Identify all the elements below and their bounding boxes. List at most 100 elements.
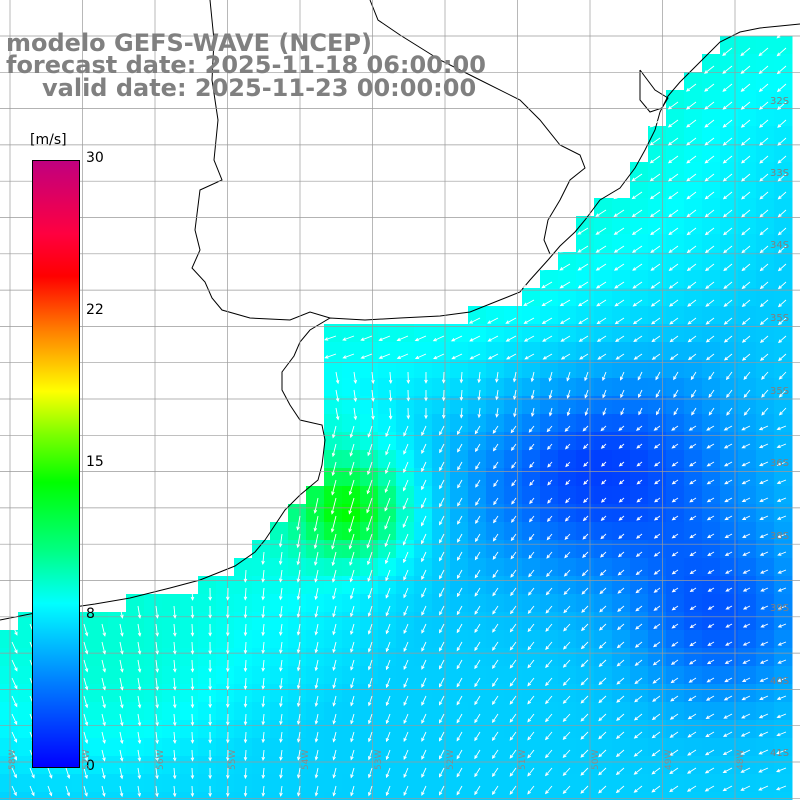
wind-cell xyxy=(648,252,667,271)
wind-cell xyxy=(360,684,379,703)
wind-arrow xyxy=(580,749,589,758)
wind-cell xyxy=(522,468,541,487)
wind-arrow xyxy=(670,695,679,702)
wind-cell xyxy=(396,432,415,451)
wind-arrow xyxy=(349,569,355,583)
wind-cell xyxy=(594,612,613,631)
wind-cell xyxy=(360,342,379,361)
wind-arrow xyxy=(226,677,230,691)
wind-cell xyxy=(756,468,775,487)
wind-arrow xyxy=(208,749,212,762)
wind-arrow xyxy=(545,623,553,632)
wind-cell xyxy=(738,774,757,793)
wind-cell xyxy=(720,90,739,109)
wind-cell xyxy=(18,756,37,775)
wind-arrow xyxy=(601,461,607,467)
wind-arrow xyxy=(439,461,445,472)
wind-cell xyxy=(396,666,415,685)
wind-arrow xyxy=(686,209,697,218)
wind-cell xyxy=(576,612,595,631)
wind-arrow xyxy=(689,605,697,611)
wind-arrow xyxy=(615,785,625,794)
wind-arrow xyxy=(758,749,769,755)
wind-cell xyxy=(738,396,757,415)
wind-cell xyxy=(576,540,595,559)
wind-arrow xyxy=(509,659,517,669)
wind-cell xyxy=(0,684,19,703)
model-title: modelo GEFS-WAVE (NCEP) xyxy=(6,29,372,57)
wind-cell xyxy=(612,792,631,800)
wind-arrow xyxy=(441,389,446,402)
wind-cell xyxy=(180,738,199,757)
wind-cell xyxy=(666,702,685,721)
wind-arrow xyxy=(261,713,266,726)
wind-arrow xyxy=(402,497,409,510)
wind-arrow xyxy=(653,641,661,648)
wind-cell xyxy=(774,630,793,649)
wind-arrow xyxy=(741,497,751,503)
wind-cell xyxy=(540,594,559,613)
wind-cell xyxy=(396,756,415,775)
wind-arrow xyxy=(547,497,553,504)
wind-arrow xyxy=(439,713,445,724)
lat-label: 41S xyxy=(770,748,790,759)
wind-cell xyxy=(774,306,793,325)
wind-cell xyxy=(630,756,649,775)
wind-cell xyxy=(162,738,181,757)
lon-label: 54W xyxy=(301,749,311,770)
wind-arrow xyxy=(360,353,373,359)
wind-cell xyxy=(522,540,541,559)
wind-arrow xyxy=(208,713,212,726)
wind-cell xyxy=(738,486,757,505)
wind-arrow xyxy=(279,659,283,672)
wind-cell xyxy=(270,774,289,793)
wind-cell xyxy=(378,432,397,451)
wind-cell xyxy=(306,576,325,595)
wind-cell xyxy=(666,342,685,361)
wind-arrow xyxy=(776,515,787,520)
wind-cell xyxy=(486,360,505,379)
wind-arrow xyxy=(740,785,751,791)
wind-cell xyxy=(414,756,433,775)
wind-cell xyxy=(522,792,541,800)
wind-cell xyxy=(198,666,217,685)
wind-arrow xyxy=(47,767,53,779)
wind-arrow xyxy=(741,227,751,236)
wind-cell xyxy=(342,756,361,775)
wind-cell xyxy=(414,594,433,613)
wind-speed-field xyxy=(0,36,793,800)
wind-arrow xyxy=(615,731,625,740)
wind-arrow xyxy=(492,641,499,651)
wind-cell xyxy=(342,774,361,793)
wind-cell xyxy=(468,774,487,793)
wind-arrow xyxy=(704,155,715,164)
wind-arrow xyxy=(688,677,697,683)
wind-arrow xyxy=(528,533,535,541)
wind-cell xyxy=(522,720,541,739)
wind-cell xyxy=(666,774,685,793)
wind-arrow xyxy=(759,461,769,467)
wind-arrow xyxy=(656,407,661,416)
wind-arrow xyxy=(314,641,319,654)
wind-arrow xyxy=(11,623,18,636)
wind-arrow xyxy=(688,659,697,665)
wind-cell xyxy=(720,378,739,397)
wind-cell xyxy=(648,396,667,415)
wind-arrow xyxy=(457,533,463,543)
wind-arrow xyxy=(243,623,248,637)
wind-arrow xyxy=(671,533,679,539)
wind-arrow xyxy=(403,641,409,652)
wind-arrow xyxy=(725,569,733,574)
wind-cell xyxy=(720,630,739,649)
wind-arrow xyxy=(493,461,499,470)
wind-arrow xyxy=(155,623,159,637)
wind-arrow xyxy=(655,389,661,398)
wind-arrow xyxy=(459,371,464,384)
wind-cell xyxy=(720,180,739,199)
wind-arrow xyxy=(424,389,428,402)
wind-cell xyxy=(630,522,649,541)
wind-arrow xyxy=(776,479,787,485)
wind-cell xyxy=(396,702,415,721)
wind-cell xyxy=(414,702,433,721)
wind-arrow xyxy=(439,623,445,634)
